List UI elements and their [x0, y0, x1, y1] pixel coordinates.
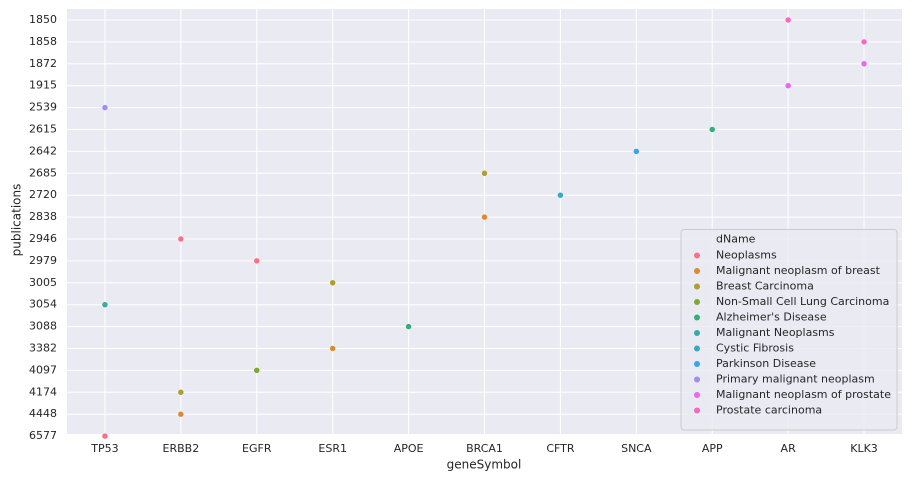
legend-marker [694, 407, 700, 414]
x-tick-label: SNCA [621, 442, 652, 455]
x-tick-label: ESR1 [318, 442, 347, 455]
y-tick-label: 2642 [29, 144, 57, 157]
x-tick-label: AR [781, 442, 797, 455]
y-tick-label: 4097 [29, 363, 57, 376]
point [633, 148, 640, 155]
legend-title: dName [716, 233, 756, 246]
legend-label: Cystic Fibrosis [716, 342, 794, 355]
point [860, 38, 868, 46]
point [481, 213, 488, 221]
point [253, 367, 261, 374]
y-tick-label: 3054 [29, 298, 57, 311]
point [177, 235, 185, 243]
x-tick-label: APP [702, 442, 723, 455]
x-tick-label: TP53 [90, 442, 118, 455]
legend-marker [694, 376, 700, 383]
legend-label: Non-Small Cell Lung Carcinoma [716, 295, 889, 308]
y-tick-label: 1872 [29, 57, 57, 70]
legend-marker [694, 345, 700, 352]
point [481, 170, 488, 177]
point [329, 345, 336, 352]
x-tick-label: ERBB2 [163, 442, 200, 455]
x-tick-label: CFTR [546, 442, 575, 455]
y-tick-label: 2720 [29, 188, 57, 201]
y-tick-label: 3005 [29, 276, 57, 289]
y-tick-label: 3088 [29, 320, 57, 333]
legend-marker [694, 330, 700, 336]
legend-label: Neoplasms [716, 249, 777, 262]
legend-box [680, 229, 898, 431]
y-tick-label: 1915 [29, 79, 57, 92]
point [329, 279, 336, 287]
y-tick-label: 1858 [29, 35, 57, 48]
point [177, 410, 185, 418]
y-tick-label: 2979 [29, 254, 57, 267]
y-tick-label: 3382 [29, 342, 57, 355]
legend-label: Breast Carcinoma [716, 280, 814, 293]
y-tick-label: 1850 [29, 13, 57, 26]
y-tick-label: 6577 [29, 429, 57, 442]
legend-marker [694, 361, 700, 367]
y-tick-label: 2685 [29, 166, 57, 179]
point [784, 82, 792, 89]
legend-marker [694, 283, 700, 290]
legend-marker [694, 252, 700, 259]
x-tick-label: KLK3 [850, 442, 878, 455]
legend-marker [694, 299, 700, 305]
legend-label: Prostate carcinoma [716, 404, 822, 417]
point [177, 389, 185, 396]
x-tick-label: APOE [394, 442, 424, 455]
legend-marker [694, 268, 700, 274]
point [708, 126, 716, 133]
x-tick-label: EGFR [242, 442, 272, 455]
y-tick-label: 2615 [29, 123, 57, 136]
y-tick-label: 4448 [29, 407, 57, 420]
legend-label: Parkinson Disease [716, 357, 816, 370]
y-tick-label: 2946 [29, 232, 57, 245]
point [784, 16, 792, 24]
y-tick-label: 2838 [29, 210, 57, 223]
legend-marker [694, 314, 700, 321]
point [405, 323, 412, 330]
x-tick-label: BRCA1 [466, 442, 503, 455]
point [101, 104, 109, 111]
legend-label: Malignant neoplasm of breast [716, 264, 881, 277]
point [860, 60, 868, 68]
legend-label: Alzheimer's Disease [716, 311, 827, 324]
legend-marker [694, 392, 700, 398]
legend-label: Malignant Neoplasms [716, 326, 835, 339]
point [253, 257, 261, 265]
point [101, 301, 109, 308]
x-axis-label: geneSymbol [447, 458, 522, 472]
point [101, 432, 109, 440]
y-axis-label: publications [10, 184, 24, 257]
y-tick-label: 2539 [29, 101, 57, 114]
legend-label: Primary malignant neoplasm [716, 373, 875, 386]
y-tick-label: 4174 [29, 385, 57, 398]
legend-label: Malignant neoplasm of prostate [716, 388, 891, 401]
point [557, 191, 564, 199]
